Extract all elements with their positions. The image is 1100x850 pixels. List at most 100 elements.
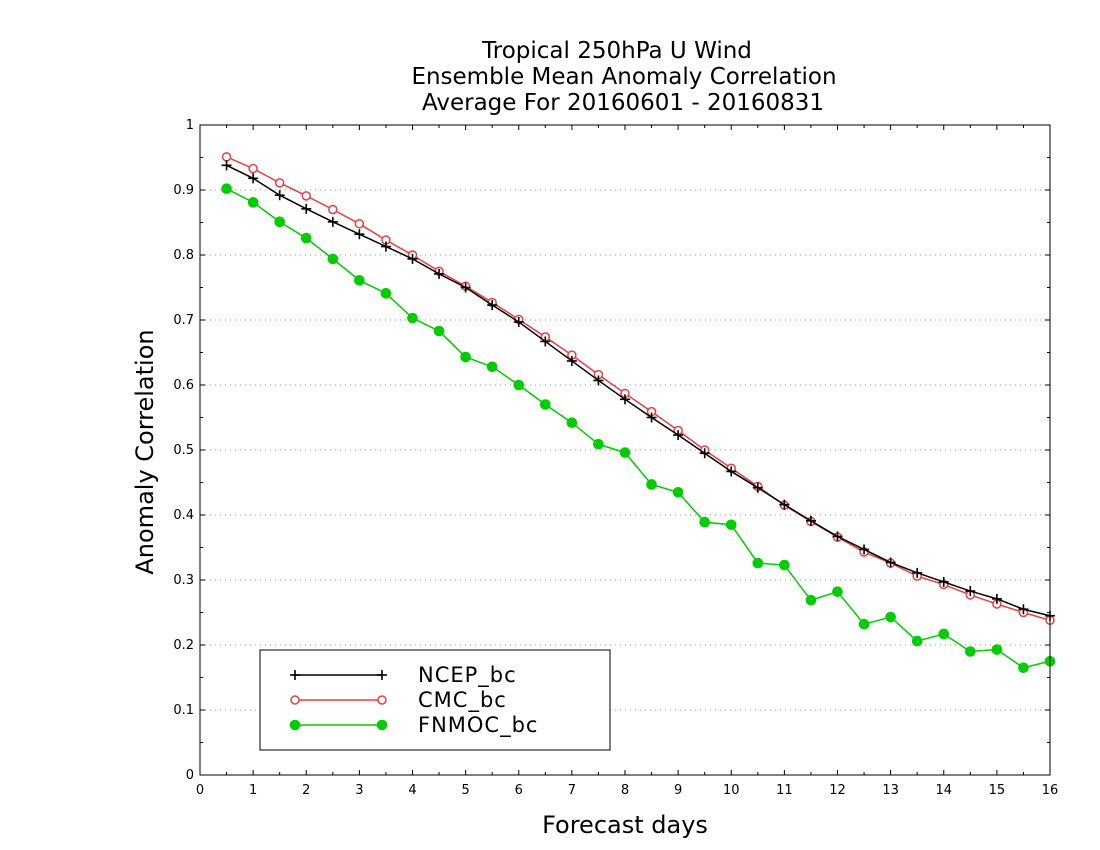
legend-marker — [290, 695, 300, 705]
data-point-ncep-bc — [832, 531, 843, 542]
title-line-1: Tropical 250hPa U Wind — [481, 38, 752, 64]
y-tick-label: 0 — [186, 768, 194, 783]
data-point-ncep-bc — [354, 229, 365, 240]
data-point-ncep-bc — [274, 190, 285, 201]
series-line-ncep-bc — [226, 164, 1051, 617]
series-cmc-bc — [221, 152, 1055, 626]
legend-marker — [289, 719, 301, 731]
data-point-ncep-bc — [620, 394, 630, 405]
legend-label: FNMOC_bc — [418, 713, 538, 738]
title-line-2: Ensemble Mean Anomaly Correlation — [411, 64, 836, 90]
data-point-ncep-bc — [673, 430, 684, 441]
y-tick-label: 0.1 — [173, 703, 194, 718]
data-point-ncep-bc — [248, 173, 259, 184]
x-tick-label: 5 — [461, 783, 469, 798]
x-tick-label: 2 — [302, 783, 310, 798]
legend-label: NCEP_bc — [418, 663, 517, 688]
x-tick-label: 10 — [723, 783, 740, 798]
data-point-fnmoc-bc — [672, 486, 684, 498]
data-point-ncep-bc — [593, 375, 604, 386]
x-tick-label: 9 — [674, 783, 682, 798]
data-point-fnmoc-bc — [752, 557, 764, 569]
data-point-fnmoc-bc — [274, 216, 285, 228]
data-point-ncep-bc — [513, 316, 524, 327]
data-point-ncep-bc — [779, 499, 790, 510]
legend-marker — [377, 670, 387, 680]
data-point-ncep-bc — [991, 593, 1002, 604]
data-point-ncep-bc — [487, 300, 498, 311]
data-point-fnmoc-bc — [832, 586, 843, 598]
y-tick-label: 0.6 — [173, 378, 194, 393]
x-tick-label: 13 — [882, 783, 899, 798]
data-point-ncep-bc — [301, 203, 312, 214]
data-point-fnmoc-bc — [593, 438, 604, 450]
data-point-fnmoc-bc — [938, 628, 950, 640]
data-point-fnmoc-bc — [300, 232, 312, 244]
data-point-ncep-bc — [646, 412, 657, 423]
series-fnmoc-bc — [221, 183, 1056, 674]
chart-title: Tropical 250hPa U Wind Ensemble Mean Ano… — [411, 38, 836, 116]
data-point-fnmoc-bc — [221, 183, 232, 194]
data-point-fnmoc-bc — [805, 594, 817, 606]
data-point-fnmoc-bc — [433, 325, 445, 337]
data-point-ncep-bc — [859, 544, 870, 555]
x-tick-label: 0 — [196, 783, 204, 798]
x-tick-label: 15 — [989, 783, 1006, 798]
data-point-ncep-bc — [752, 482, 763, 493]
data-point-fnmoc-bc — [699, 516, 710, 528]
y-tick-label: 0.3 — [173, 573, 194, 588]
y-tick-label: 0.9 — [173, 183, 194, 198]
data-point-ncep-bc — [407, 253, 418, 264]
data-point-cmc-bc — [354, 219, 365, 229]
legend-marker — [376, 719, 388, 731]
x-tick-label: 3 — [355, 783, 363, 798]
data-point-fnmoc-bc — [991, 644, 1003, 655]
x-tick-label: 16 — [1042, 783, 1059, 798]
data-point-ncep-bc — [327, 216, 338, 227]
x-tick-label: 14 — [935, 783, 952, 798]
data-point-fnmoc-bc — [725, 519, 737, 531]
series-line-cmc-bc — [226, 156, 1051, 622]
legend-entry-cmc-bc: CMC_bc — [290, 688, 506, 713]
series-ncep-bc — [221, 160, 1055, 621]
data-point-ncep-bc — [912, 567, 923, 578]
y-tick-label: 0.2 — [173, 638, 194, 653]
data-point-ncep-bc — [885, 557, 896, 568]
series-layer — [221, 152, 1056, 674]
y-tick-label: 0.5 — [173, 443, 194, 458]
data-point-fnmoc-bc — [407, 312, 418, 324]
data-point-fnmoc-bc — [513, 379, 525, 391]
x-tick-label: 4 — [408, 783, 416, 798]
y-tick-label: 0.8 — [173, 248, 194, 263]
data-point-ncep-bc — [1018, 604, 1029, 615]
data-point-cmc-bc — [274, 178, 285, 188]
x-tick-label: 1 — [249, 783, 257, 798]
legend-entry-fnmoc-bc: FNMOC_bc — [289, 713, 538, 738]
data-point-fnmoc-bc — [1018, 662, 1029, 674]
data-point-ncep-bc — [965, 586, 976, 597]
x-tick-label: 6 — [515, 783, 523, 798]
axis-ticks: 00.10.20.30.40.50.60.70.80.910 1 2 3 4 5 6 7 8 9 1… — [173, 118, 1058, 798]
x-tick-label: 8 — [621, 783, 629, 798]
data-point-fnmoc-bc — [885, 611, 896, 623]
data-point-fnmoc-bc — [540, 399, 551, 410]
x-tick-label: 12 — [829, 783, 846, 798]
data-point-fnmoc-bc — [486, 361, 498, 373]
legend-entry-ncep-bc: NCEP_bc — [290, 663, 517, 688]
data-point-ncep-bc — [434, 268, 445, 279]
legend-marker — [377, 695, 387, 705]
data-point-fnmoc-bc — [354, 275, 365, 286]
data-point-fnmoc-bc — [247, 197, 259, 208]
data-point-ncep-bc — [726, 466, 737, 477]
data-point-fnmoc-bc — [858, 618, 870, 630]
legend-marker — [290, 670, 300, 680]
data-point-fnmoc-bc — [460, 351, 471, 363]
data-point-fnmoc-bc — [911, 635, 923, 647]
data-point-fnmoc-bc — [380, 288, 392, 299]
data-point-ncep-bc — [460, 282, 471, 293]
y-tick-label: 0.4 — [173, 508, 194, 523]
data-point-ncep-bc — [938, 576, 949, 587]
data-point-cmc-bc — [301, 191, 311, 201]
